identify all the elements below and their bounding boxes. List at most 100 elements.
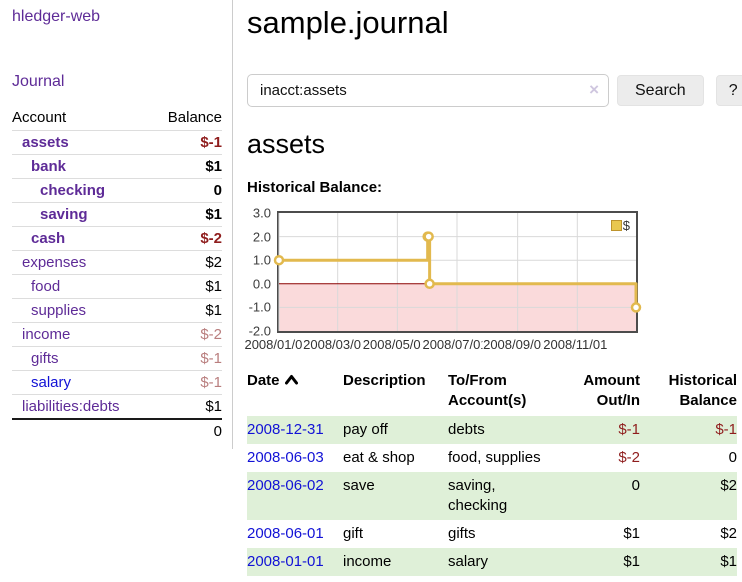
register-row: 2008-12-31pay offdebts$-1$-1 (247, 416, 737, 444)
register-cell-accounts: debts (448, 416, 566, 444)
account-row: expenses$2 (12, 251, 222, 275)
account-balance: $1 (152, 275, 222, 299)
register-cell-accounts: salary (448, 548, 566, 576)
register-cell-balance: $-1 (640, 416, 737, 444)
register-header-amount: Amount Out/In (566, 369, 640, 416)
historical-balance-chart: $ 3.02.01.00.0-1.0-2.0 2008/01/012008/03… (277, 211, 638, 333)
register-cell-amount: $1 (566, 548, 640, 576)
accounts-header-balance: Balance (152, 107, 222, 131)
account-balance: $1 (152, 299, 222, 323)
register-header-row: Date Description To/From Account(s) Amou… (247, 369, 737, 416)
search-form: × Search ? (247, 74, 742, 107)
sidebar-account-link[interactable]: saving (40, 206, 88, 223)
register-cell-amount: $-2 (566, 444, 640, 472)
clear-search-icon[interactable]: × (589, 79, 599, 101)
account-row: food $1 (12, 275, 222, 299)
transaction-date-link[interactable]: 2008-06-02 (247, 477, 324, 494)
account-balance: $-2 (152, 323, 222, 347)
register-table: Date Description To/From Account(s) Amou… (247, 369, 737, 576)
account-row: income $-2 (12, 323, 222, 347)
search-box: × (247, 74, 609, 107)
x-tick-label: 2008/09/01 (482, 337, 549, 352)
chart-canvas (279, 213, 636, 331)
account-row: supplies $1 (12, 299, 222, 323)
transaction-date-link[interactable]: 2008-12-31 (247, 421, 324, 438)
register-cell-description: save (343, 472, 448, 520)
x-tick-label: 2008/11/01 (542, 337, 608, 352)
register-cell-amount: $1 (566, 520, 640, 548)
sidebar-account-link[interactable]: cash (31, 230, 65, 247)
legend-label: $ (623, 218, 630, 233)
register-cell-balance: 0 (640, 444, 737, 472)
sidebar-account-link[interactable]: supplies (31, 302, 86, 319)
sidebar-account-link[interactable]: assets (22, 134, 69, 151)
account-balance: $1 (152, 203, 222, 227)
transaction-date-link[interactable]: 2008-01-01 (247, 553, 324, 570)
register-cell-date: 2008-01-01 (247, 548, 343, 576)
accounts-header-row: Account Balance (12, 107, 222, 131)
main-content: sample.journal × Search ? assets Histori… (233, 0, 742, 576)
account-row: checking 0 (12, 179, 222, 203)
register-cell-date: 2008-12-31 (247, 416, 343, 444)
account-row: salary$-1 (12, 371, 222, 395)
help-button[interactable]: ? (716, 75, 742, 106)
chart-y-axis-labels: 3.02.01.00.0-1.0-2.0 (239, 211, 273, 329)
sidebar-account-link[interactable]: food (31, 278, 60, 295)
app-brand-link[interactable]: hledger-web (12, 8, 100, 26)
sidebar-item-journal[interactable]: Journal (12, 73, 64, 90)
register-cell-accounts: gifts (448, 520, 566, 548)
y-tick-label: 1.0 (253, 253, 271, 268)
account-row: bank $1 (12, 155, 222, 179)
register-cell-description: pay off (343, 416, 448, 444)
y-tick-label: 2.0 (253, 229, 271, 244)
app-window: hledger-web Journal Account Balance asse… (0, 0, 742, 576)
transaction-date-link[interactable]: 2008-06-03 (247, 449, 324, 466)
sidebar-account-link[interactable]: gifts (31, 350, 59, 367)
register-row: 2008-06-01giftgifts$1$2 (247, 520, 737, 548)
register-cell-date: 2008-06-02 (247, 472, 343, 520)
chart-x-axis-labels: 2008/01/012008/03/012008/05/012008/07/01… (277, 337, 634, 353)
chart-plot-area: $ (277, 211, 638, 333)
account-balance: $1 (152, 155, 222, 179)
account-balance: $-1 (152, 131, 222, 155)
account-balance: $-1 (152, 347, 222, 371)
register-cell-balance: $2 (640, 520, 737, 548)
account-row: liabilities:debts$1 (12, 395, 222, 420)
accounts-total-row: 0 (12, 419, 222, 443)
sidebar-account-link[interactable]: income (22, 326, 70, 343)
sidebar-account-link[interactable]: bank (31, 158, 66, 175)
sidebar: hledger-web Journal Account Balance asse… (0, 0, 233, 449)
search-input[interactable] (247, 74, 609, 107)
register-cell-date: 2008-06-01 (247, 520, 343, 548)
x-tick-label: 2008/01/01 (243, 337, 310, 352)
page-title: sample.journal (247, 5, 742, 41)
legend-swatch-icon (611, 220, 622, 231)
transaction-date-link[interactable]: 2008-06-01 (247, 525, 324, 542)
account-row: saving $1 (12, 203, 222, 227)
sidebar-account-link[interactable]: expenses (22, 254, 86, 271)
sidebar-account-link[interactable]: liabilities:debts (22, 398, 120, 415)
y-tick-label: 0.0 (253, 276, 271, 291)
register-cell-amount: $-1 (566, 416, 640, 444)
sort-asc-icon (285, 371, 298, 391)
accounts-total-spacer (12, 419, 152, 443)
register-account-heading: assets (247, 129, 742, 160)
chart-heading: Historical Balance: (247, 179, 742, 196)
x-tick-label: 2008/05/01 (362, 337, 429, 352)
register-row: 2008-06-02savesaving, checking0$2 (247, 472, 737, 520)
register-cell-description: eat & shop (343, 444, 448, 472)
register-header-description: Description (343, 369, 448, 416)
account-balance: 0 (152, 179, 222, 203)
x-tick-label: 2008/03/01 (302, 337, 369, 352)
search-button[interactable]: Search (617, 75, 704, 106)
account-row: assets $-1 (12, 131, 222, 155)
register-cell-balance: $2 (640, 472, 737, 520)
account-row: gifts $-1 (12, 347, 222, 371)
register-row: 2008-01-01incomesalary$1$1 (247, 548, 737, 576)
accounts-table: Account Balance assets $-1 bank $1 checking 0… (12, 107, 222, 443)
accounts-total-value: 0 (152, 419, 222, 443)
sidebar-account-link[interactable]: salary (31, 374, 71, 391)
register-cell-date: 2008-06-03 (247, 444, 343, 472)
register-header-date[interactable]: Date (247, 369, 343, 416)
sidebar-account-link[interactable]: checking (40, 182, 105, 199)
